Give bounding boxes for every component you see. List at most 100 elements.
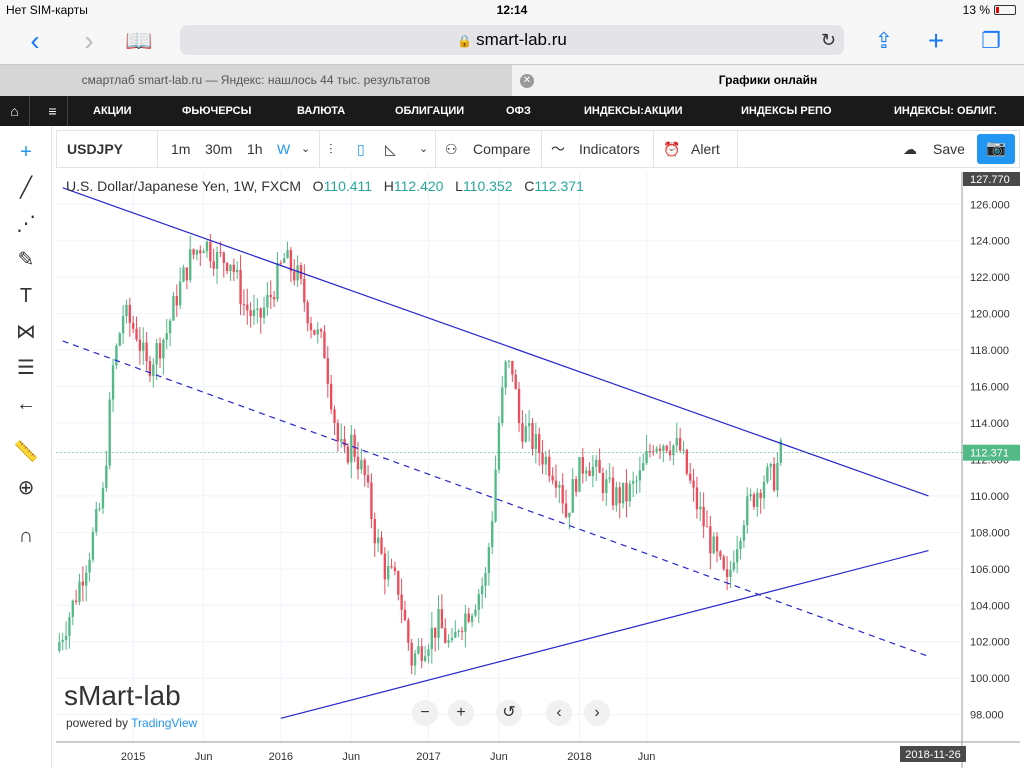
interval-30m[interactable]: 30m — [205, 141, 233, 157]
candle-body — [279, 262, 282, 264]
candle-body — [685, 449, 689, 474]
candle-body — [71, 600, 74, 618]
close-tab-icon[interactable]: ✕ — [520, 74, 534, 88]
tab-label: Графики онлайн — [718, 73, 818, 87]
tab-smartlab-search[interactable]: смартлаб smart-lab.ru — Яндекс: нашлось … — [0, 65, 512, 96]
powered-by[interactable]: powered by TradingView — [66, 716, 198, 730]
candle-body — [353, 434, 356, 457]
candle-body — [256, 308, 259, 310]
time-tick-label: Jun — [342, 751, 360, 763]
address-bar[interactable]: 🔒 smart-lab.ru ↻ — [180, 25, 844, 55]
candle-body — [702, 506, 705, 527]
bookmarks-icon[interactable]: 📖 — [125, 28, 153, 53]
candle-body — [699, 506, 702, 510]
crosshair-icon[interactable]: + — [20, 141, 32, 163]
price-tick-label: 102.000 — [970, 637, 1010, 649]
candle-body — [309, 323, 313, 331]
candle-body — [269, 294, 272, 298]
indicators-button[interactable]: Indicators — [579, 141, 640, 157]
nav-ofz[interactable]: ОФЗ — [506, 105, 531, 117]
nav-bond-indexes[interactable]: ИНДЕКСЫ: ОБЛИГ. — [894, 105, 997, 117]
ruler-icon[interactable]: 📏 — [13, 441, 39, 463]
candle-body — [185, 267, 189, 281]
cloud-icon[interactable]: ☁ — [903, 141, 917, 157]
trendline-icon[interactable]: ╱ — [19, 177, 33, 199]
interval-1h[interactable]: 1h — [247, 141, 263, 157]
zoom-in-plus-icon[interactable]: + — [448, 700, 474, 726]
brush-icon[interactable]: ✎ — [17, 249, 35, 271]
chart-legend: U.S. Dollar/Japanese Yen, 1W, FXCM O110.… — [66, 178, 584, 194]
home-icon[interactable]: ⌂ — [0, 96, 30, 126]
save-button[interactable]: Save — [933, 141, 965, 157]
candle-body — [410, 642, 413, 666]
zoom-in-icon[interactable]: ⊕ — [17, 477, 35, 499]
chevron-down-icon[interactable]: ⌄ — [301, 143, 311, 155]
nav-futures[interactable]: ФЬЮЧЕРСЫ — [182, 105, 252, 117]
candle-body — [524, 426, 527, 442]
reset-icon[interactable]: ↺ — [496, 700, 522, 726]
candle-body — [658, 448, 662, 451]
compare-icon[interactable]: ⚇ — [445, 141, 458, 157]
share-icon[interactable]: ⇪ — [874, 28, 894, 53]
arrow-back-icon[interactable]: ← — [16, 393, 36, 415]
candle-body — [621, 482, 625, 504]
candle-body — [138, 339, 142, 351]
candle-body — [682, 449, 685, 451]
candle-body — [732, 562, 735, 570]
interval-1m[interactable]: 1m — [171, 141, 191, 157]
area-style-icon[interactable]: ◺ — [385, 141, 396, 157]
chevron-down-icon[interactable]: ⌄ — [419, 143, 429, 155]
interval-w[interactable]: W — [277, 141, 291, 157]
bars-style-icon[interactable]: ⫶ — [329, 141, 333, 157]
text-tool-icon[interactable]: T — [19, 285, 33, 307]
candle-body — [64, 635, 68, 641]
price-chart[interactable]: 98.000 100.000 102.000 104.000 106.000 108.00… — [56, 172, 1020, 768]
symbol-name[interactable]: USDJPY — [67, 141, 124, 157]
nav-currency[interactable]: ВАЛЮТА — [297, 105, 346, 117]
back-chevron-icon[interactable]: ‹ — [30, 25, 40, 56]
candle-body — [111, 365, 115, 400]
menu-icon[interactable]: ≡ — [38, 96, 68, 126]
candle-body — [705, 526, 709, 528]
pattern-tool-icon[interactable]: ⋈ — [16, 321, 36, 343]
magnet-icon[interactable]: ∩ — [18, 525, 34, 547]
camera-icon[interactable]: 📷 — [977, 134, 1015, 164]
candle-body — [283, 258, 286, 263]
candle-body — [88, 559, 91, 573]
zoom-out-icon[interactable]: − — [412, 700, 438, 726]
compare-button[interactable]: Compare — [473, 141, 531, 157]
fib-tool-icon[interactable]: ⋰ — [16, 213, 36, 235]
candle-body — [249, 310, 252, 317]
candles-style-icon[interactable]: ▯ — [357, 141, 365, 157]
candle-body — [487, 547, 491, 573]
nav-stock-indexes[interactable]: ИНДЕКСЫ:АКЦИИ — [584, 105, 683, 117]
new-tab-plus-icon[interactable]: + — [927, 25, 945, 56]
legend-title: U.S. Dollar/Japanese Yen, 1W, FXCM — [66, 178, 301, 194]
chart-area[interactable]: 98.000 100.000 102.000 104.000 106.000 108.00… — [56, 172, 1020, 768]
candle-body — [242, 304, 246, 306]
forward-chevron-icon[interactable]: › — [84, 25, 94, 56]
nav-bonds[interactable]: ОБЛИГАЦИИ — [395, 105, 465, 117]
reload-icon[interactable]: ↻ — [820, 30, 836, 50]
tabs-overview-icon[interactable]: ❐ — [981, 28, 1001, 53]
candle-body — [346, 446, 350, 463]
time-tick-label: 2017 — [416, 751, 440, 763]
candle-body — [648, 451, 652, 453]
nav-stocks[interactable]: АКЦИИ — [93, 105, 132, 117]
candle-body — [68, 617, 71, 636]
candle-body — [588, 470, 591, 476]
scroll-left-icon[interactable]: ‹ — [546, 700, 572, 726]
candle-body — [115, 345, 118, 366]
lock-icon: 🔒 — [457, 34, 473, 48]
candle-body — [219, 251, 222, 253]
indicators-icon[interactable]: 〜 — [551, 141, 565, 157]
alarm-clock-icon[interactable]: ⏰ — [663, 141, 681, 157]
alert-button[interactable]: Alert — [691, 141, 720, 157]
tab-charts-online[interactable]: ✕ Графики онлайн — [512, 65, 1024, 96]
nav-repo-indexes[interactable]: ИНДЕКСЫ РЕПО — [741, 105, 832, 117]
candle-body — [356, 456, 360, 470]
prediction-tool-icon[interactable]: ☰ — [17, 357, 35, 379]
candle-body — [316, 329, 319, 335]
scroll-right-icon[interactable]: › — [584, 700, 610, 726]
candle-body — [209, 241, 212, 262]
